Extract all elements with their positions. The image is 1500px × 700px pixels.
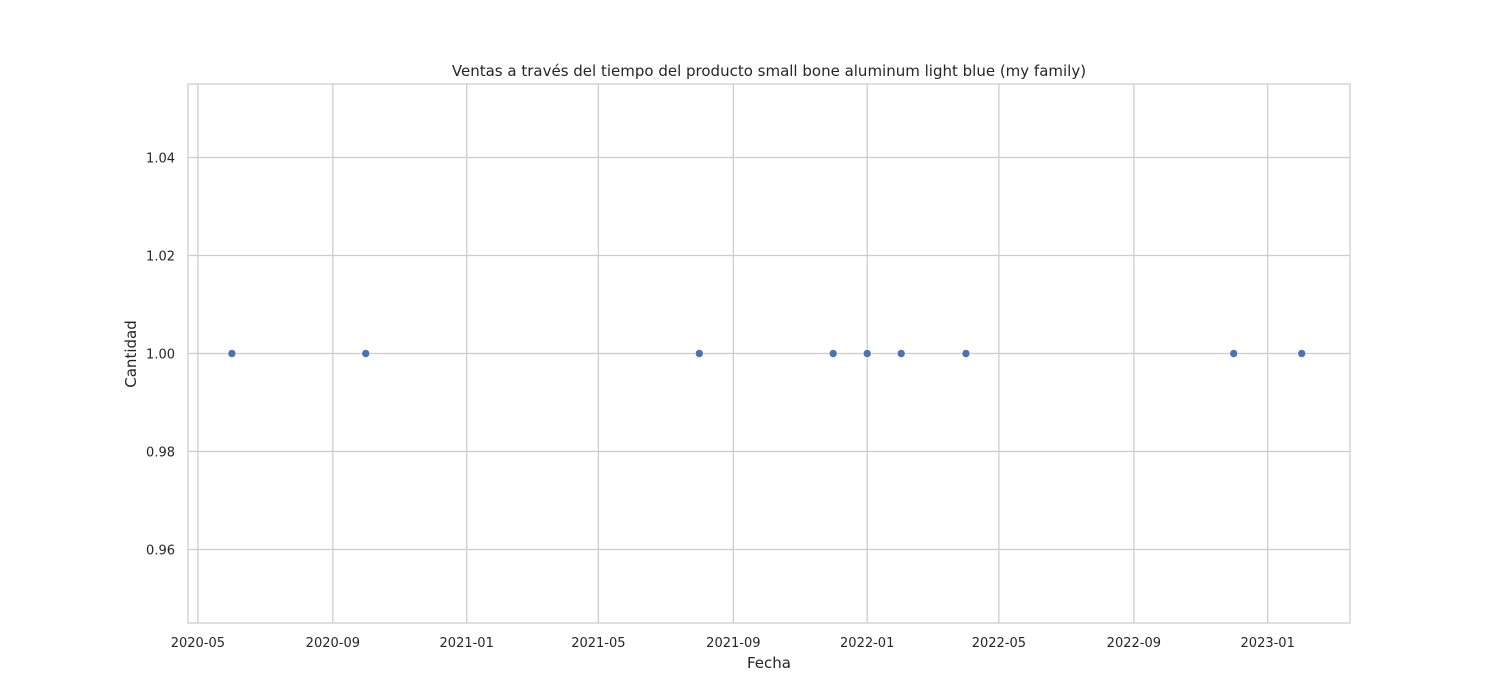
x-tick-label: 2020-05: [171, 636, 225, 651]
data-point: [695, 349, 704, 358]
chart-title: Ventas a través del tiempo del producto …: [452, 62, 1086, 80]
data-points: [227, 349, 1307, 358]
plot-area: [187, 83, 1351, 624]
data-point: [896, 349, 906, 358]
x-tick-label: 2022-05: [972, 636, 1026, 651]
data-point: [862, 349, 872, 358]
x-tick-label: 2020-09: [306, 636, 360, 651]
y-tick-label: 0.96: [146, 544, 175, 559]
data-point: [1297, 349, 1307, 358]
data-point: [1229, 349, 1238, 358]
y-axis-label: Cantidad: [122, 320, 140, 387]
data-point: [828, 349, 838, 358]
x-axis-label: Fecha: [747, 654, 791, 672]
tick-labels: 2020-05 2020-09 2021-01 2021-05 2021-09 2022-…: [146, 152, 1295, 652]
x-tick-label: 2022-01: [840, 636, 894, 651]
data-point: [361, 349, 371, 358]
y-tick-label: 1.00: [146, 348, 175, 363]
x-tick-label: 2021-09: [706, 636, 760, 651]
data-point: [227, 349, 237, 358]
y-tick-label: 0.98: [146, 446, 175, 461]
y-tick-label: 1.02: [146, 250, 175, 265]
y-tick-label: 1.04: [146, 152, 175, 167]
x-tick-label: 2023-01: [1241, 636, 1295, 651]
data-point: [961, 349, 971, 358]
x-tick-label: 2021-01: [440, 636, 494, 651]
x-tick-label: 2022-09: [1107, 636, 1161, 651]
x-tick-label: 2021-05: [571, 636, 625, 651]
